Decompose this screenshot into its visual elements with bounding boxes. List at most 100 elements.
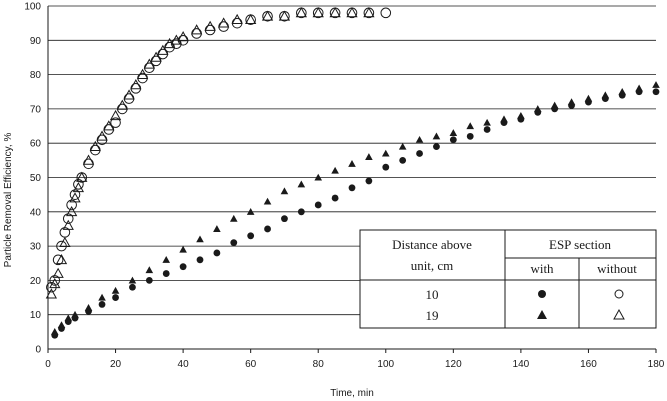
- data-point-filled-circle: [314, 201, 322, 209]
- data-point-filled-triangle: [567, 98, 576, 106]
- y-axis-label: Particle Removal Efficiency, %: [3, 133, 14, 268]
- data-point-filled-triangle: [517, 111, 525, 119]
- data-point-open-triangle: [329, 7, 341, 18]
- x-tick-label: 100: [377, 359, 394, 370]
- data-point-open-triangle: [103, 120, 115, 131]
- data-point-filled-circle: [348, 184, 356, 192]
- data-point-open-triangle: [346, 7, 358, 18]
- data-point-filled-triangle: [71, 310, 79, 318]
- data-point-filled-circle: [433, 143, 440, 151]
- data-point-filled-triangle: [331, 166, 339, 174]
- legend-marker-open-circle-icon: [614, 289, 624, 299]
- data-point-open-triangle: [363, 7, 375, 18]
- y-tick-label: 100: [24, 2, 41, 13]
- data-point-filled-circle: [179, 263, 187, 271]
- data-point-filled-triangle: [263, 197, 272, 205]
- legend-marker-filled-triangle-icon: [537, 310, 547, 319]
- data-point-filled-triangle: [84, 304, 93, 311]
- data-point-open-triangle: [45, 288, 58, 299]
- data-point-filled-triangle: [466, 122, 475, 130]
- data-point-filled-circle: [230, 239, 238, 247]
- data-point-open-circle: [110, 117, 121, 128]
- data-point-filled-triangle: [57, 321, 66, 329]
- data-point-open-triangle: [190, 24, 203, 35]
- data-point-filled-circle: [466, 132, 474, 140]
- x-tick-label: 140: [513, 359, 530, 370]
- data-point-open-triangle: [72, 181, 85, 193]
- data-point-filled-triangle: [398, 142, 407, 150]
- data-point-filled-triangle: [280, 187, 289, 195]
- data-point-filled-triangle: [111, 286, 120, 294]
- data-point-open-triangle: [130, 79, 142, 90]
- data-point-filled-triangle: [145, 266, 154, 274]
- data-point-open-circle: [52, 254, 64, 266]
- data-point-filled-circle: [162, 270, 170, 277]
- legend-row-19: 19: [426, 308, 439, 323]
- y-tick-label: 30: [30, 242, 42, 253]
- series-19cm-with: [50, 81, 660, 335]
- x-tick-label: 160: [580, 359, 597, 370]
- legend-marker-open-triangle-icon: [613, 308, 625, 320]
- data-point-open-triangle: [76, 171, 88, 182]
- series-19cm-without: [45, 7, 375, 299]
- data-point-filled-triangle: [50, 328, 59, 335]
- y-tick-label: 10: [30, 310, 42, 321]
- data-point-filled-circle: [281, 215, 288, 223]
- data-points: [45, 7, 660, 339]
- legend-row-10: 10: [426, 287, 439, 302]
- data-point-open-triangle: [55, 253, 68, 265]
- x-axis-label: Time, min: [330, 388, 374, 399]
- data-point-open-triangle: [62, 219, 74, 230]
- data-point-open-triangle: [245, 13, 257, 25]
- data-point-open-triangle: [49, 278, 61, 289]
- data-point-filled-triangle: [98, 293, 106, 301]
- data-point-open-triangle: [59, 236, 71, 248]
- x-tick-label: 20: [110, 359, 122, 370]
- data-point-filled-triangle: [179, 245, 187, 253]
- data-point-filled-triangle: [415, 135, 424, 143]
- data-point-filled-triangle: [246, 208, 255, 215]
- data-point-open-triangle: [295, 7, 307, 18]
- data-point-filled-triangle: [348, 159, 356, 167]
- data-point-filled-triangle: [601, 91, 610, 99]
- data-point-filled-circle: [297, 208, 305, 216]
- axes: [47, 6, 657, 353]
- data-point-open-triangle: [89, 140, 101, 151]
- data-point-filled-triangle: [162, 256, 171, 263]
- data-point-filled-circle: [416, 150, 423, 157]
- data-point-filled-triangle: [449, 129, 458, 136]
- y-tick-label: 0: [35, 345, 41, 356]
- legend-column-without: without: [597, 261, 637, 276]
- data-point-open-triangle: [231, 13, 243, 25]
- data-point-open-triangle: [65, 205, 78, 217]
- data-point-filled-triangle: [128, 276, 137, 284]
- data-point-filled-triangle: [64, 314, 73, 322]
- data-point-filled-triangle: [314, 173, 323, 181]
- data-point-open-triangle: [157, 44, 169, 55]
- data-point-filled-circle: [365, 177, 373, 185]
- data-point-open-triangle: [217, 17, 230, 28]
- data-point-filled-circle: [483, 126, 491, 133]
- x-tick-labels: 0 20 40 60 80 100 120 140 160 180: [45, 359, 665, 370]
- data-point-filled-triangle: [229, 214, 238, 222]
- data-point-open-circle: [380, 7, 392, 19]
- data-point-open-triangle: [136, 68, 149, 79]
- data-point-filled-circle: [331, 194, 339, 202]
- data-point-open-triangle: [150, 51, 162, 62]
- data-point-filled-circle: [247, 232, 255, 240]
- data-point-filled-triangle: [584, 94, 593, 102]
- x-tick-label: 40: [178, 359, 190, 370]
- data-point-filled-triangle: [618, 87, 627, 95]
- data-point-filled-triangle: [297, 180, 306, 188]
- data-point-filled-circle: [145, 277, 153, 284]
- data-point-filled-circle: [449, 136, 457, 144]
- legend-column-group: ESP section: [549, 237, 611, 252]
- legend-marker-filled-circle-icon: [538, 290, 546, 298]
- y-tick-label: 20: [30, 276, 42, 287]
- x-tick-label: 60: [245, 359, 257, 370]
- data-point-open-triangle: [312, 7, 324, 18]
- data-point-open-triangle: [143, 58, 155, 69]
- legend-row-header-line-1: Distance above: [392, 237, 472, 252]
- data-point-open-triangle: [52, 267, 64, 278]
